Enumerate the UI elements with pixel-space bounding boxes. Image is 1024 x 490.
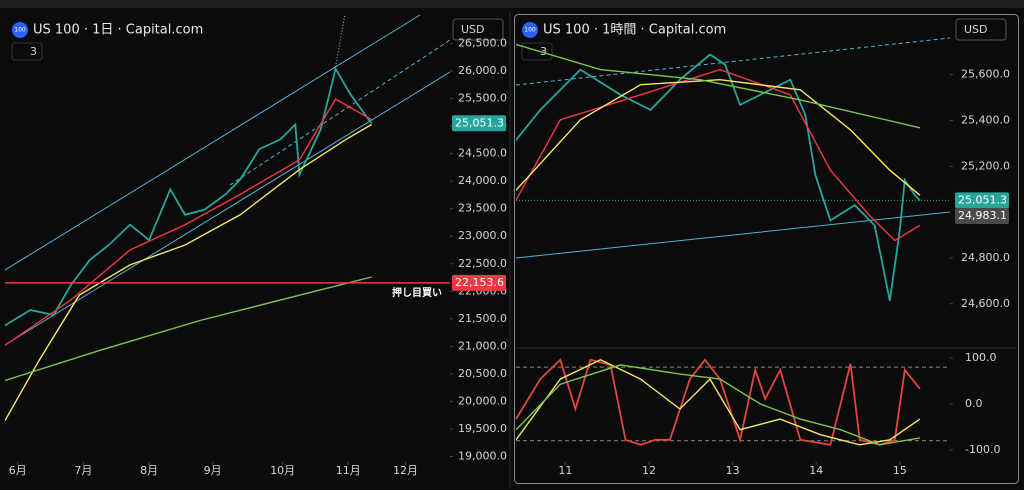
- y-tick-label: 20,000.0: [458, 394, 507, 407]
- projection: [334, 14, 346, 71]
- y-tick-label: 20,500.0: [458, 367, 507, 380]
- plot: [516, 358, 921, 446]
- right-trendlines: [515, 37, 951, 259]
- y-tick-label: 26,000.0: [458, 64, 507, 77]
- series-line: [5, 66, 373, 327]
- toolbar-strip: [0, 0, 1024, 8]
- channel-lower: [5, 71, 450, 346]
- series-line: [516, 53, 921, 301]
- annotation: 押し目買い: [392, 286, 442, 299]
- trendline-dashed: [515, 37, 951, 86]
- x-tick-label: 8月: [140, 464, 158, 477]
- x-tick-label: 10月: [270, 464, 295, 477]
- price-tag-label: 25,051.3: [958, 193, 1007, 206]
- price-tag: [955, 192, 1009, 209]
- y-tick-label: 23,500.0: [458, 202, 507, 215]
- y-tick-label: 24,000.0: [458, 174, 507, 187]
- y-tick-label: 25,600.0: [961, 68, 1010, 81]
- series-line: [516, 78, 921, 196]
- y-tick-label: 21,500.0: [458, 312, 507, 325]
- price-tag-label: 25,051.3: [455, 116, 504, 129]
- x-tick-label: 11月: [336, 464, 361, 477]
- y-tick-label: 23,000.0: [458, 229, 507, 242]
- plot: [516, 43, 921, 301]
- indicator-count[interactable]: 3: [30, 45, 37, 58]
- x-tick-label: 12: [642, 464, 656, 477]
- price-tag: [955, 207, 1009, 224]
- series-line: [516, 68, 921, 242]
- currency[interactable]: USD: [461, 23, 485, 36]
- x-tick-label: 15: [893, 464, 907, 477]
- y-tick-label: 24,600.0: [961, 297, 1010, 310]
- left-trendlines: [5, 14, 450, 346]
- x-tick-label: 14: [809, 464, 823, 477]
- symbol-icon-text: 100: [14, 27, 26, 34]
- x-tick-label: 9月: [204, 464, 222, 477]
- price-tag-label: 22,153.6: [455, 276, 504, 289]
- x-tick-label: 11: [558, 464, 572, 477]
- y-tick-label: 25,400.0: [961, 113, 1010, 126]
- chart-title: US 100 · 1時間 · Capital.com: [543, 23, 726, 38]
- y-tick-label: 21,000.0: [458, 339, 507, 352]
- series-line: [5, 98, 372, 346]
- series-line: [5, 276, 372, 382]
- indicator-count[interactable]: 3: [540, 45, 547, 58]
- y-tick-label: 19,000.0: [458, 449, 507, 462]
- x-tick-label: 13: [726, 464, 740, 477]
- symbol-icon: [522, 22, 538, 38]
- y-tick-label: 100.0: [965, 351, 997, 364]
- channel-mid: [229, 39, 450, 186]
- currency-button[interactable]: [452, 18, 504, 41]
- indicator-toggle[interactable]: [11, 42, 43, 61]
- indicator-toggle[interactable]: [521, 42, 553, 61]
- y-tick-label: 24,800.0: [961, 251, 1010, 264]
- y-tick-label: 24,500.0: [458, 147, 507, 160]
- y-tick-label: 19,500.0: [458, 422, 507, 435]
- active-panel-border: [514, 14, 1019, 484]
- symbol-icon-text: 100: [524, 27, 536, 34]
- currency[interactable]: USD: [964, 23, 988, 36]
- y-tick-label: 25,200.0: [961, 159, 1010, 172]
- y-tick-label: 26,500.0: [458, 37, 507, 50]
- trendline: [515, 211, 951, 259]
- x-tick-label: 6月: [9, 464, 27, 477]
- price-tag: [452, 274, 506, 291]
- y-tick-label: 0.0: [965, 397, 983, 410]
- x-tick-label: 7月: [74, 464, 92, 477]
- series-line: [516, 364, 921, 446]
- plot: [5, 66, 373, 422]
- price-tag: [452, 115, 506, 132]
- series-line: [516, 359, 921, 446]
- series-line: [516, 43, 921, 129]
- price-tag-label: 24,983.1: [958, 209, 1007, 222]
- x-tick-label: 12月: [393, 464, 418, 477]
- chart-title: US 100 · 1日 · Capital.com: [33, 23, 203, 38]
- y-tick-label: -100.0: [965, 443, 1000, 456]
- channel-upper: [5, 14, 421, 271]
- series-line: [5, 123, 372, 422]
- symbol-icon: [12, 22, 28, 38]
- y-tick-label: 25,500.0: [458, 92, 507, 105]
- y-tick-label: 22,500.0: [458, 257, 507, 270]
- currency-button[interactable]: [955, 18, 1007, 41]
